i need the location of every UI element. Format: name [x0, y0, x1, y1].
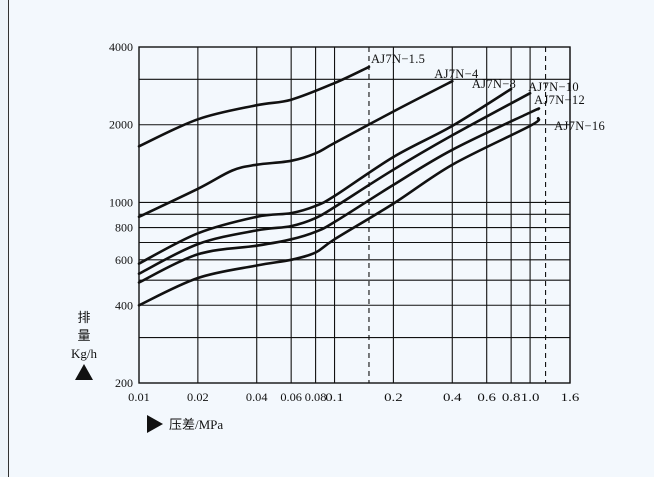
y-tick-label: 1000: [109, 195, 133, 209]
chart-svg: 200 400 600 800 1000 2000 4000 0.01 0.02 0.04 0.06…: [71, 40, 605, 433]
right-arrow-icon: [147, 415, 163, 433]
chart-frame: 200 400 600 800 1000 2000 4000 0.01 0.02 0.04 0.06…: [8, 0, 654, 477]
series-label: AJ7N−16: [554, 119, 605, 133]
series-label: AJ7N−8: [472, 77, 516, 91]
x-tick-label: 0.2: [384, 390, 403, 404]
x-tick-label: 0.06: [280, 390, 302, 404]
x-tick-label: 1.0: [521, 390, 540, 404]
x-tick-label: 0.01: [128, 390, 150, 404]
y-axis-label-line: 量: [77, 328, 90, 343]
plot-frame: [138, 46, 571, 384]
series-line: [137, 107, 541, 284]
x-tick-label: 0.08: [305, 390, 327, 404]
y-tick-label: 800: [115, 221, 133, 235]
x-tick-label: 0.04: [246, 390, 268, 404]
y-tick-label: 200: [115, 376, 133, 390]
series-line: [137, 116, 541, 307]
x-tick-label: 0.6: [477, 390, 496, 404]
x-axis-label: 压差/MPa: [169, 417, 223, 432]
series-label: AJ7N−1.5: [371, 52, 425, 66]
x-tick-label: 0.8: [502, 390, 521, 404]
y-tick-label: 400: [115, 298, 133, 312]
y-tick-label: 600: [115, 253, 133, 267]
y-axis-label-line: Kg/h: [71, 346, 98, 361]
x-tick-label: 1.6: [561, 390, 580, 404]
series-line: [137, 87, 513, 265]
y-axis-label-line: 排: [77, 310, 90, 325]
series-line: [137, 79, 454, 219]
series-label: AJ7N−12: [534, 93, 585, 107]
y-tick-label: 4000: [109, 40, 133, 54]
series-line: [137, 91, 532, 275]
y-tick-label: 2000: [109, 118, 133, 132]
series-line: [137, 65, 371, 148]
up-arrow-icon: [75, 364, 93, 380]
series-label: AJ7N−4: [434, 67, 479, 81]
x-tick-label: 0.02: [187, 390, 209, 404]
series-label: AJ7N−10: [528, 80, 579, 94]
x-tick-label: 0.4: [443, 390, 462, 404]
x-tick-label: 0.1: [325, 390, 344, 404]
